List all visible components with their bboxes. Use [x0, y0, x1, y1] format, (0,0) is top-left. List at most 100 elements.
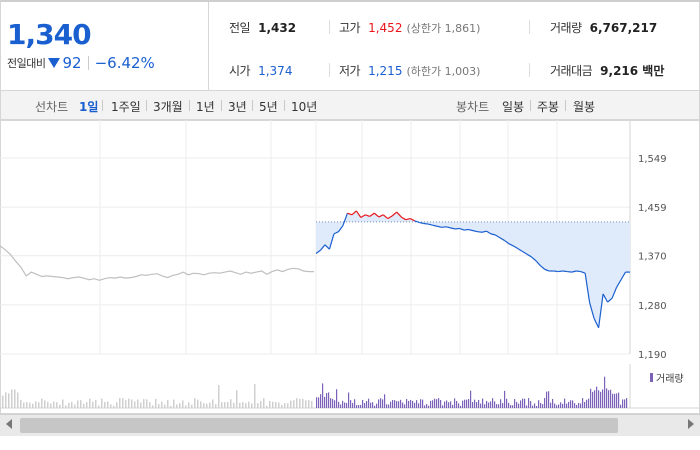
scroll-thumb[interactable]: [20, 418, 618, 433]
volume-bar: [44, 400, 46, 408]
volume-bar: [68, 402, 70, 408]
volume-bar: [612, 393, 614, 408]
down-triangle-icon: [48, 58, 61, 68]
volume-bar: [424, 405, 426, 408]
volume-bar: [420, 399, 422, 408]
volume-bar: [616, 393, 618, 408]
volume-bar: [626, 398, 628, 408]
volume-bar: [194, 398, 196, 408]
period-3y[interactable]: 3년: [228, 100, 247, 114]
volume-bar: [95, 399, 97, 408]
volume-bar: [302, 398, 304, 408]
volume-bar: [218, 385, 220, 408]
price-chart[interactable]: 1,549 1,459 1,370 1,280 1,190 거래량: [0, 120, 700, 450]
volume-bar: [384, 394, 386, 408]
right-arrow-icon[interactable]: [688, 419, 694, 429]
volume-bar: [119, 398, 121, 408]
price-line-segment: [378, 214, 384, 218]
period-5y[interactable]: 5년: [259, 100, 278, 114]
high-label: 고가: [339, 21, 361, 35]
period-3m[interactable]: 3개월: [153, 100, 183, 114]
volume-bar: [478, 399, 480, 408]
volume-bar: [362, 399, 364, 408]
candle-monthly[interactable]: 월봉: [573, 100, 596, 114]
volume-bar: [200, 401, 202, 408]
y-tick-label: 1,370: [638, 252, 667, 263]
volume-bar: [520, 400, 522, 408]
volume-bar: [462, 400, 464, 408]
volume-bar: [305, 400, 307, 408]
price-line-segment: [567, 270, 572, 273]
period-1y[interactable]: 1년: [196, 100, 215, 114]
change-percent: −6.42%: [94, 54, 155, 72]
volume-bar: [600, 391, 602, 408]
volume-bar: [468, 399, 470, 408]
candle-weekly[interactable]: 주봉: [537, 100, 560, 114]
volume-bar: [518, 403, 520, 408]
volume-bar: [580, 403, 582, 408]
volume-bar: [215, 404, 217, 408]
divider: [530, 100, 531, 111]
volume-bar: [472, 402, 474, 408]
volume-bar: [486, 401, 488, 408]
volume-bar: [458, 403, 460, 408]
chart-toolbar: 선차트 1일 1주일 3개월 1년 3년 5년 10년 봉차트 일봉 주봉 월봉: [0, 91, 700, 120]
volume-bar: [426, 404, 428, 408]
period-1w[interactable]: 1주일: [111, 100, 141, 114]
volume-bar: [440, 399, 442, 408]
price-line-segment: [423, 222, 429, 225]
period-10y[interactable]: 10년: [291, 100, 318, 114]
period-1d[interactable]: 1일: [79, 100, 99, 114]
price-line-segment: [419, 221, 424, 225]
price-line-segment: [580, 270, 586, 274]
price-line-segment: [454, 227, 460, 230]
price-line-segment: [382, 214, 389, 220]
volume-bar: [338, 401, 340, 408]
open-label: 시가: [229, 64, 251, 78]
volume-bar: [35, 401, 37, 408]
volume-bar: [191, 404, 193, 408]
price-line-segment: [472, 230, 478, 233]
volume-bar: [516, 401, 518, 408]
volume-bar: [404, 404, 406, 408]
volume-bar: [574, 403, 576, 408]
volume-bar: [464, 399, 466, 408]
volume-bar: [320, 394, 322, 408]
volume-bar: [568, 401, 570, 408]
price-line-segment: [432, 224, 438, 227]
price-line-segment: [508, 243, 514, 247]
price-line-segment: [495, 234, 501, 239]
volume-bar: [38, 402, 40, 408]
volume-bar: [182, 400, 184, 408]
volume-bar: [206, 403, 208, 408]
volume-bar: [167, 400, 169, 408]
price-line-segment: [544, 268, 550, 272]
volume-bar: [374, 405, 376, 408]
volume-bar: [586, 399, 588, 408]
volume-bar: [372, 402, 374, 408]
left-arrow-icon[interactable]: [6, 419, 12, 429]
volume-bar: [510, 405, 512, 408]
candle-daily[interactable]: 일봉: [502, 100, 525, 114]
volume-bar: [53, 401, 55, 408]
volume-bar: [408, 400, 410, 408]
open-value: 1,374: [258, 64, 293, 78]
volume-bar: [530, 401, 532, 408]
volume-bar: [556, 405, 558, 408]
change-value: 92: [62, 54, 82, 72]
divider: [252, 100, 253, 111]
price-line-segment: [522, 250, 528, 255]
volume-bar: [554, 403, 556, 408]
volume-bar: [390, 401, 392, 408]
volume-bar: [185, 405, 187, 408]
price-line-segment: [355, 210, 362, 218]
volume-bar: [488, 402, 490, 408]
price-line-segment: [405, 218, 411, 221]
volume-bar: [618, 392, 620, 408]
price-line-segment: [468, 228, 474, 232]
chart-scrollbar[interactable]: [0, 414, 700, 436]
divider: [189, 100, 190, 111]
price-line-segment: [459, 227, 465, 231]
current-price-box: 1,340 전일대비 92 −6.42%: [1, 2, 209, 91]
volume-bar: [281, 405, 283, 408]
